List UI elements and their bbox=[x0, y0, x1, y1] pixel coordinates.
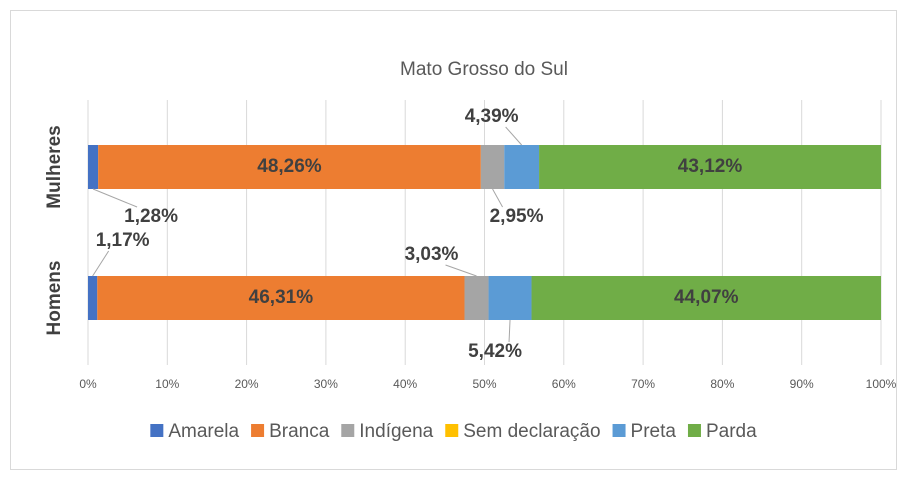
leader-line bbox=[505, 126, 523, 146]
x-tick-label: 10% bbox=[155, 377, 179, 391]
bar-segment bbox=[480, 145, 505, 189]
legend-swatch bbox=[445, 424, 459, 437]
legend-swatch bbox=[150, 424, 164, 437]
data-label: 46,31% bbox=[249, 287, 314, 308]
chart-frame bbox=[10, 10, 897, 470]
bar-segment bbox=[97, 276, 465, 320]
data-label: 4,39% bbox=[465, 106, 519, 127]
chart-title: Mato Grosso do Sul bbox=[400, 59, 568, 80]
data-label: 43,12% bbox=[678, 156, 743, 177]
leader-line bbox=[92, 188, 138, 208]
leader-line bbox=[445, 264, 477, 277]
data-label: 2,95% bbox=[490, 206, 544, 227]
leader-line bbox=[508, 319, 511, 343]
data-label: 1,17% bbox=[96, 230, 150, 251]
x-tick-label: 70% bbox=[631, 377, 655, 391]
bar-segment bbox=[98, 145, 481, 189]
legend-label: Sem declaração bbox=[463, 421, 600, 442]
bar-segment bbox=[531, 276, 881, 320]
x-tick-label: 80% bbox=[710, 377, 734, 391]
data-label: 48,26% bbox=[257, 156, 322, 177]
x-tick-label: 0% bbox=[79, 377, 97, 391]
x-tick-label: 100% bbox=[866, 377, 897, 391]
leader-line bbox=[92, 250, 110, 277]
bar-segment bbox=[88, 145, 99, 189]
legend-label: Amarela bbox=[168, 421, 239, 442]
data-label: 3,03% bbox=[405, 244, 459, 265]
bar-segment bbox=[539, 145, 881, 189]
x-tick-label: 30% bbox=[314, 377, 338, 391]
x-tick-label: 90% bbox=[790, 377, 814, 391]
legend-label: Indígena bbox=[359, 421, 433, 442]
legend: Amarela Branca Indígena Sem declaração Preta… bbox=[150, 421, 757, 442]
bar-segment bbox=[488, 276, 532, 320]
legend-label: Branca bbox=[269, 421, 330, 442]
leader-line bbox=[492, 188, 503, 208]
x-tick-label: 40% bbox=[393, 377, 417, 391]
x-tick-label: 20% bbox=[235, 377, 259, 391]
category-label: Homens bbox=[44, 261, 65, 336]
x-tick-label: 50% bbox=[472, 377, 496, 391]
bar-segment bbox=[464, 276, 489, 320]
legend-swatch bbox=[612, 424, 626, 437]
legend-label: Parda bbox=[706, 421, 757, 442]
legend-swatch bbox=[687, 424, 701, 437]
data-label: 44,07% bbox=[674, 287, 739, 308]
legend-swatch bbox=[341, 424, 355, 437]
x-tick-label: 60% bbox=[552, 377, 576, 391]
data-label: 5,42% bbox=[468, 341, 522, 362]
bar-segment bbox=[504, 145, 540, 189]
category-label: Mulheres bbox=[44, 125, 65, 208]
legend-swatch bbox=[251, 424, 265, 437]
data-label: 1,28% bbox=[124, 206, 178, 227]
bar-segment bbox=[88, 276, 98, 320]
legend-label: Preta bbox=[631, 421, 677, 442]
